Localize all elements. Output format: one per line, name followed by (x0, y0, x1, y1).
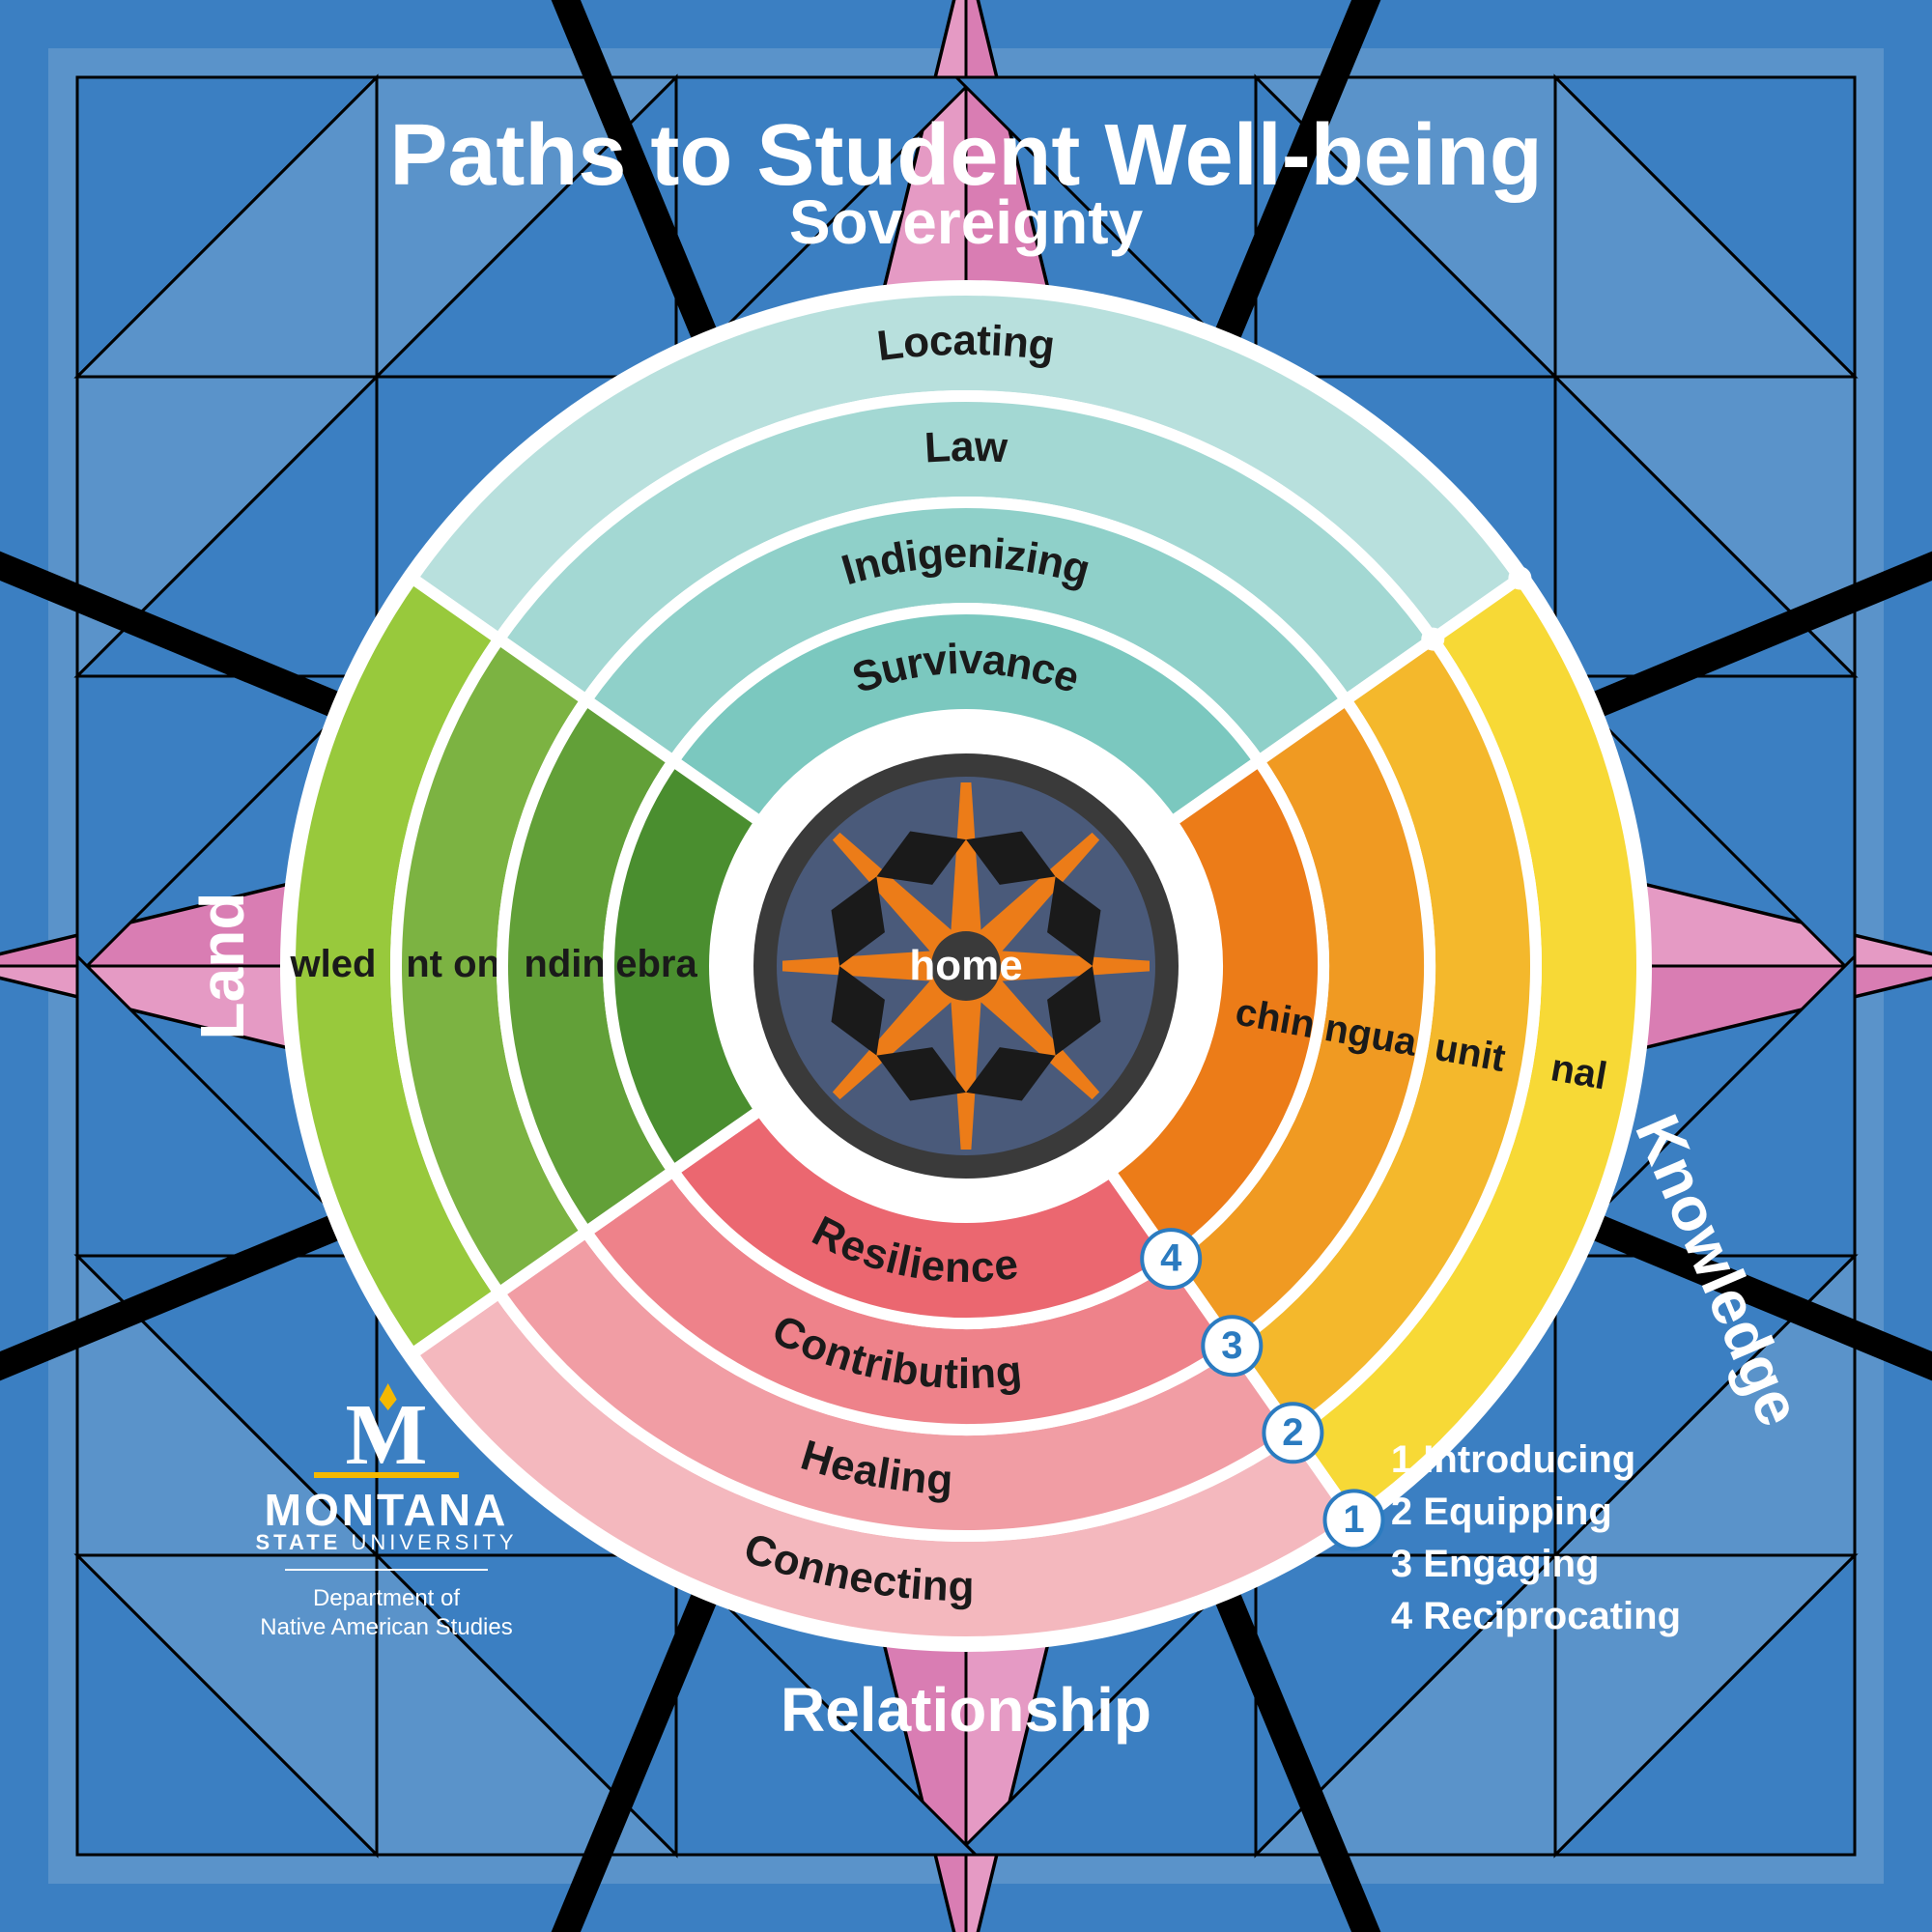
numbered-marker-label: 2 (1282, 1411, 1303, 1454)
attr-line2: STATE UNIVERSITY (213, 1530, 560, 1555)
infographic-canvas: LocatingLawIndigenizingSurvivancePersona… (0, 0, 1932, 1932)
ring-label: Law (923, 422, 1009, 471)
legend-item: 4 Reciprocating (1391, 1590, 1681, 1642)
legend-item: 1 Introducing (1391, 1434, 1681, 1486)
boundary-dot (1421, 628, 1444, 651)
attr-dept: Department of Native American Studies (213, 1584, 560, 1642)
numbered-marker-label: 3 (1221, 1324, 1242, 1367)
quadrant-label: Land (186, 893, 258, 1040)
quadrant-label: Sovereignty (789, 186, 1143, 258)
logo-m-icon: M (346, 1401, 428, 1470)
attr-line1: MONTANA (213, 1484, 560, 1536)
boundary-dot (1508, 566, 1531, 589)
legend-item: 2 Equipping (1391, 1486, 1681, 1538)
numbered-marker-label: 1 (1343, 1498, 1364, 1541)
legend-item: 3 Engaging (1391, 1538, 1681, 1590)
quadrant-label: Relationship (781, 1674, 1151, 1746)
ring-label: Locating (874, 317, 1058, 370)
center-home-label: home (909, 942, 1022, 990)
legend: 1 Introducing 2 Equipping 3 Engaging 4 R… (1391, 1434, 1681, 1642)
attribution-block: M MONTANA STATE UNIVERSITY Department of… (213, 1401, 560, 1642)
numbered-marker-label: 4 (1160, 1237, 1182, 1280)
